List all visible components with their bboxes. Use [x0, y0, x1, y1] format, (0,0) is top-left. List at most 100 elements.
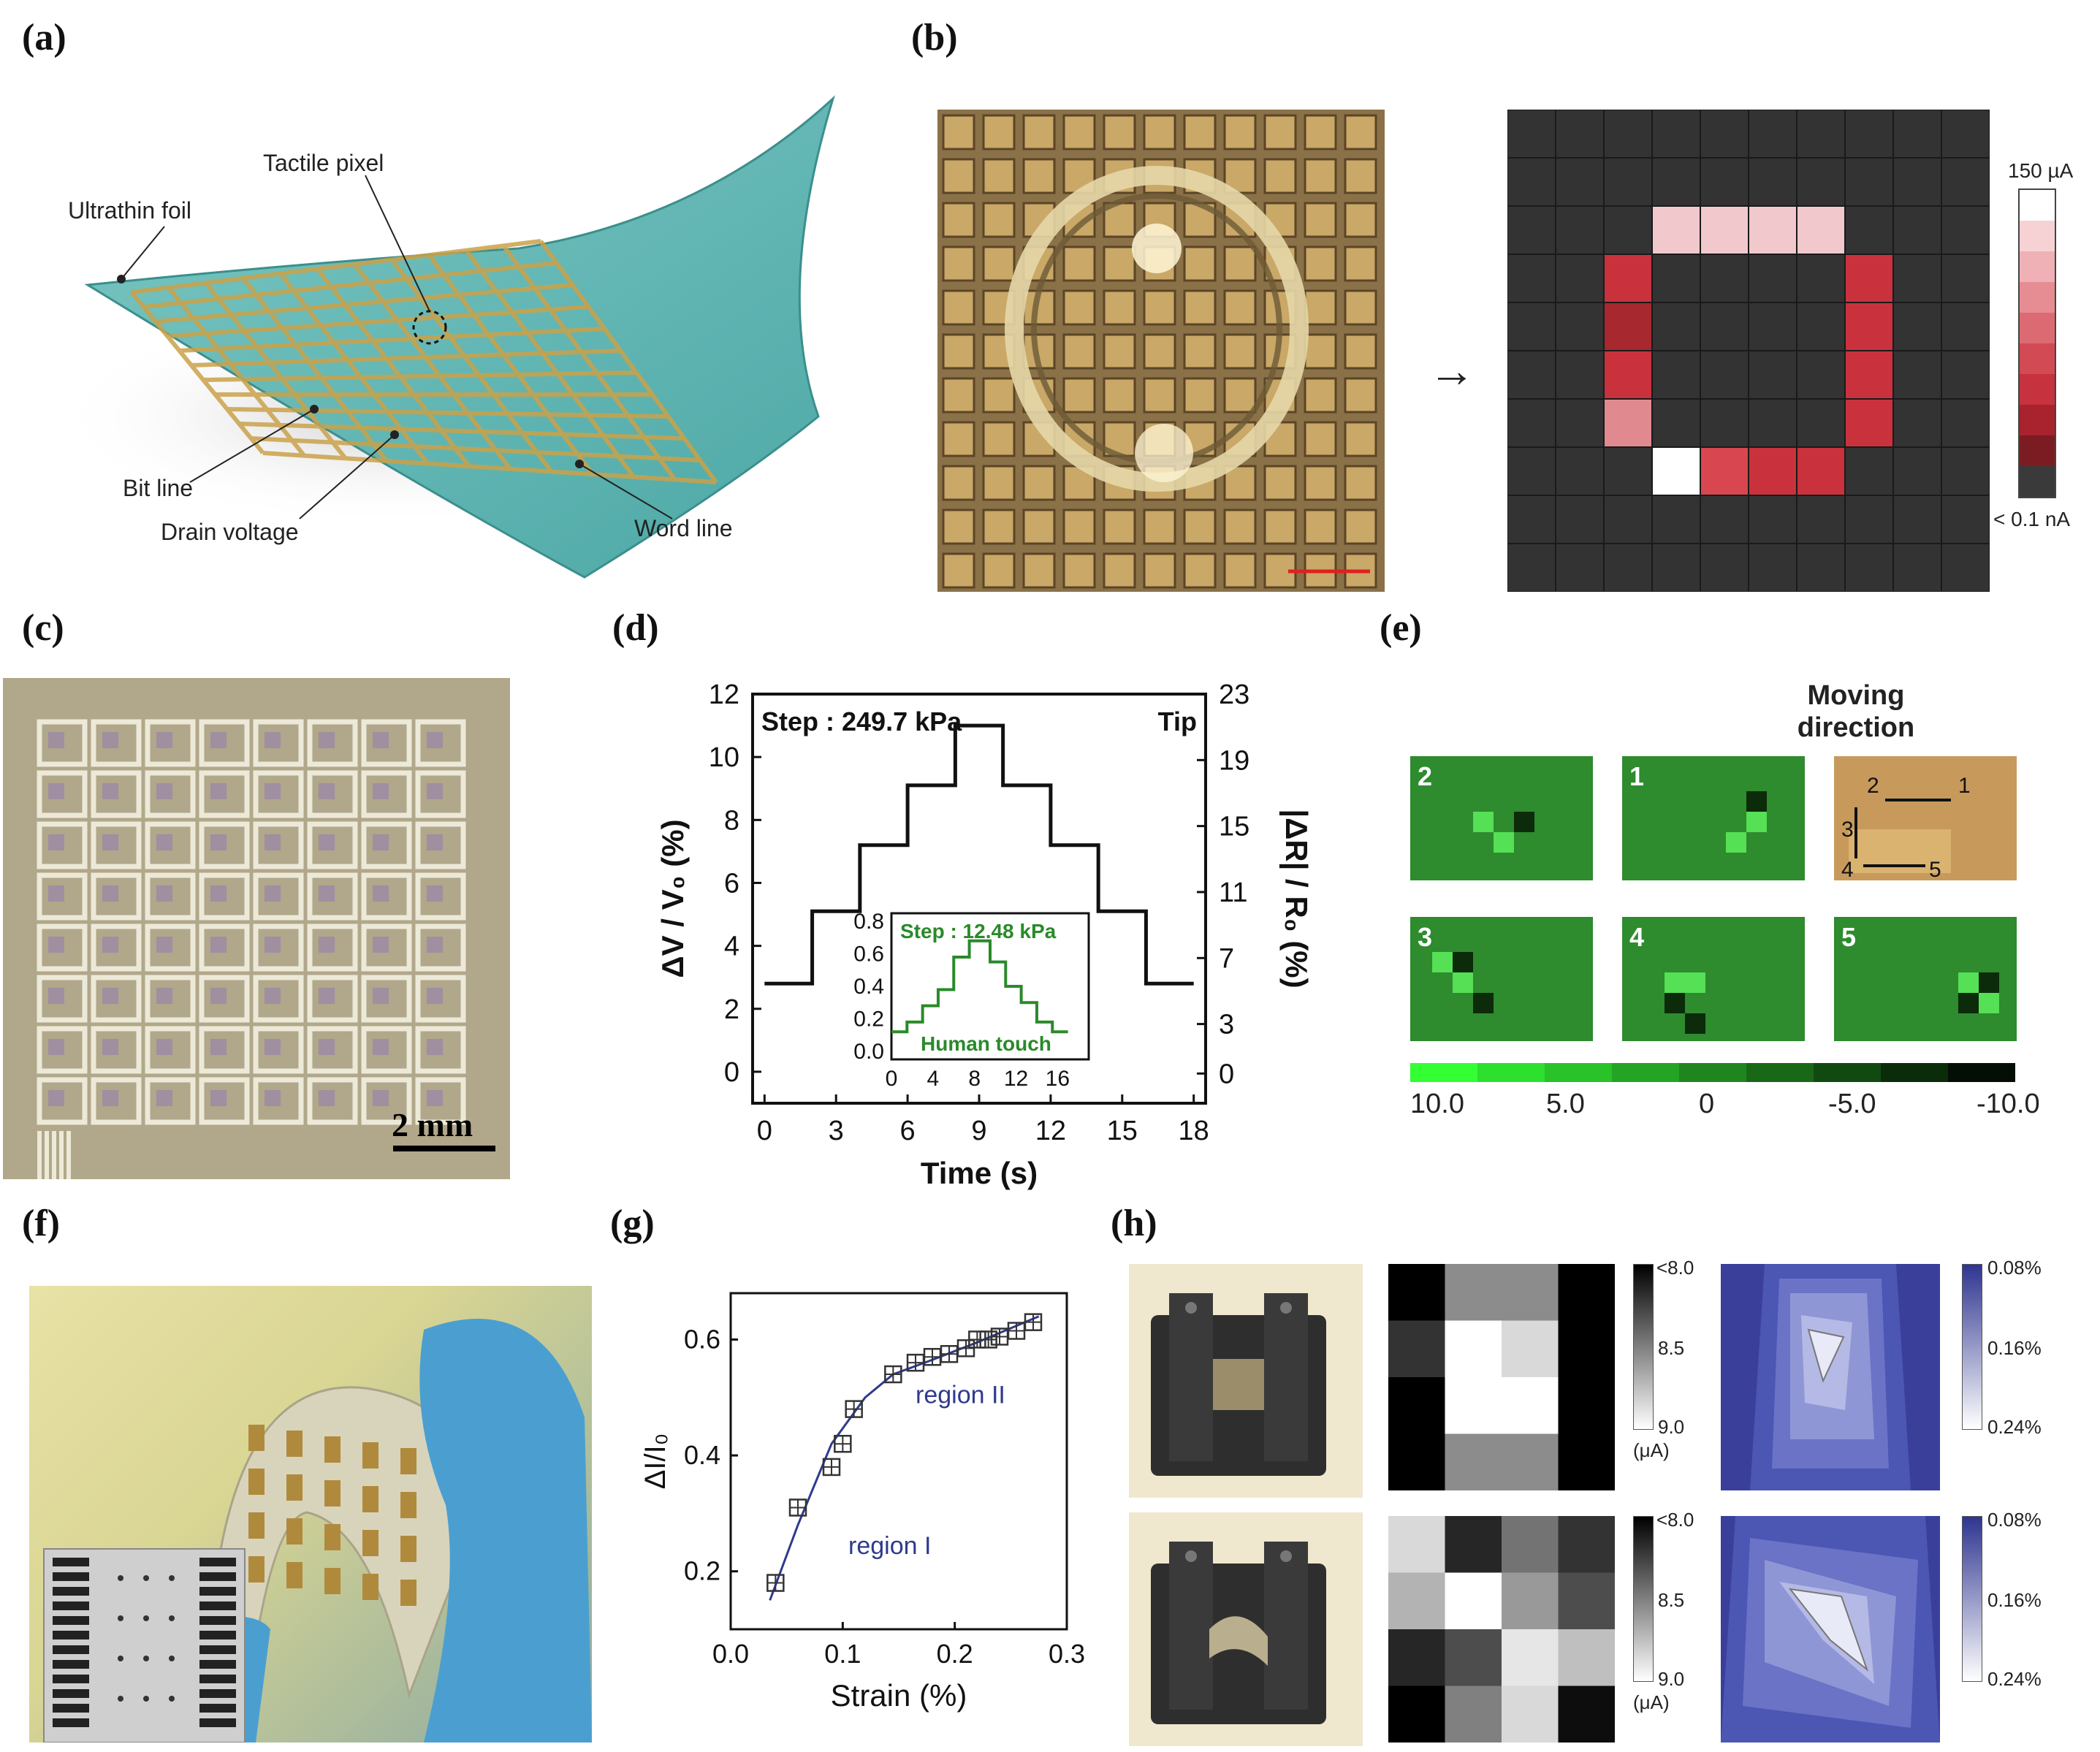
heatmap-cell [1844, 302, 1894, 351]
x-tick-label: 0.0 [712, 1639, 749, 1669]
pixel-cell [361, 719, 412, 767]
sensor-pad [286, 1431, 303, 1457]
tip-annotation: Tip [1158, 706, 1197, 736]
h-gray-unit-top: (μA) [1633, 1439, 1670, 1461]
current-heatmap [1507, 109, 1990, 593]
panel-label-g: (g) [610, 1203, 655, 1244]
y-right-tick-label: 7 [1219, 943, 1234, 974]
pixel-cell [307, 1077, 358, 1125]
gray-map-cell [1502, 1433, 1559, 1490]
heatmap-cell [1603, 157, 1653, 207]
pixel-cell [145, 975, 196, 1023]
h-blue-tick-bottom-2: 0.24% [1987, 1668, 2042, 1690]
y-left-tick-label: 12 [709, 679, 739, 710]
heatmap-cell [1700, 302, 1749, 351]
gray-map-top [1388, 1264, 1615, 1490]
colorbar-segment [1545, 1063, 1612, 1082]
heatmap-cell [1700, 398, 1749, 448]
heatmap-cell [1555, 398, 1605, 448]
heatmap-cell [1651, 302, 1701, 351]
e-cbar-tick-0: 10.0 [1410, 1089, 1464, 1119]
heatmap-cell [1700, 205, 1749, 255]
sensor-pad [286, 1474, 303, 1501]
pixel-cell [253, 872, 304, 921]
gray-map-cell [1502, 1320, 1559, 1377]
heatmap-cell [1507, 109, 1556, 159]
scale-bar-c [393, 1146, 495, 1151]
heatmap-cell [1748, 398, 1797, 448]
h-blue-map-top [1721, 1264, 1940, 1490]
tactile-frame [1410, 917, 1593, 1041]
heatmap-cell [1748, 254, 1797, 303]
sensor-pad [400, 1448, 416, 1474]
pixel-cell [253, 719, 304, 767]
heatmap-cell [1941, 543, 1990, 593]
heatmap-cell [1796, 254, 1846, 303]
sensor-pad [362, 1530, 378, 1556]
colorbar-segment [1746, 1063, 1814, 1082]
pixel-cell [415, 1077, 466, 1125]
heatmap-cell [1892, 350, 1942, 400]
pixel-cell [91, 1077, 142, 1125]
inset-frame [890, 912, 1090, 1061]
inset-y-tick: 0.0 [853, 1040, 884, 1064]
pixel-cell [415, 872, 466, 921]
h-gray-cbar-top [1633, 1264, 1654, 1430]
heatmap-cell [1941, 302, 1990, 351]
y-right-tick-label: 19 [1219, 745, 1249, 776]
panel-f-photo [29, 1286, 592, 1743]
heatmap-cell [1651, 446, 1701, 496]
pixel-cell [37, 1026, 88, 1074]
heatmap-cell [1796, 398, 1846, 448]
pixel-cell [415, 1026, 466, 1074]
frame-label: 1 [1629, 761, 1644, 791]
heatmap-cell [1507, 254, 1556, 303]
callout-drain-voltage: Drain voltage [161, 519, 299, 545]
heatmap-cell [1603, 254, 1653, 303]
gray-map-cell [1502, 1686, 1559, 1743]
sensor-pad [248, 1425, 265, 1451]
pixel-cell [361, 770, 412, 818]
heatmap-cell [1748, 109, 1797, 159]
inset-label: Human touch [921, 1032, 1051, 1055]
heatmap-cell [1796, 109, 1846, 159]
direction-label: 5 [1929, 858, 1941, 882]
gray-map-cell [1558, 1516, 1615, 1573]
heatmap-cell [1892, 495, 1942, 544]
y-right-tick-label: 23 [1219, 679, 1249, 710]
pixel-cell [307, 821, 358, 869]
heatmap-cell [1555, 157, 1605, 207]
heatmap-cell [1892, 398, 1942, 448]
inset-y-tick: 0.2 [853, 1007, 884, 1031]
gray-map-cell [1388, 1264, 1445, 1321]
pixel-cell [361, 975, 412, 1023]
tactile-frame [1622, 756, 1805, 880]
heatmap-cell [1651, 157, 1701, 207]
e-cbar-tick-2: 0 [1699, 1089, 1715, 1119]
gray-map-cell [1388, 1377, 1445, 1434]
pixel-cell [253, 923, 304, 972]
panel-label-d: (d) [612, 607, 659, 649]
heatmap-cell [1748, 446, 1797, 496]
heatmap-cell [1555, 446, 1605, 496]
heatmap-cell [1892, 109, 1942, 159]
y-left-tick-label: 6 [724, 868, 739, 899]
pixel-cell [415, 923, 466, 972]
heatmap-cell [1603, 495, 1653, 544]
pixel-cell [415, 719, 466, 767]
heatmap-cell [1892, 302, 1942, 351]
sensor-pad [400, 1492, 416, 1518]
pixel-cell [91, 923, 142, 972]
panel-c-photo: 2 mm [3, 678, 510, 1179]
strain-response-chart: 0.0 0.1 0.2 0.3 0.2 0.4 0.6 Strain (%) ΔI/I₀ regi… [639, 1292, 1085, 1713]
tactile-frame [1410, 756, 1593, 880]
heatmap-cell [1603, 398, 1653, 448]
panel-e: Moving direction 2 1 3 4 5 2 1 3 4 5 10.0 5.0 0 -… [1410, 672, 2097, 1147]
heatmap-cell [1507, 350, 1556, 400]
gray-map-cell [1502, 1572, 1559, 1629]
heatmap-cell [1651, 350, 1701, 400]
colorbar-min-label: < 0.1 nA [1993, 508, 2071, 530]
gray-map-cell [1445, 1320, 1502, 1377]
gray-map-cell [1445, 1686, 1502, 1743]
heatmap-cell [1748, 157, 1797, 207]
